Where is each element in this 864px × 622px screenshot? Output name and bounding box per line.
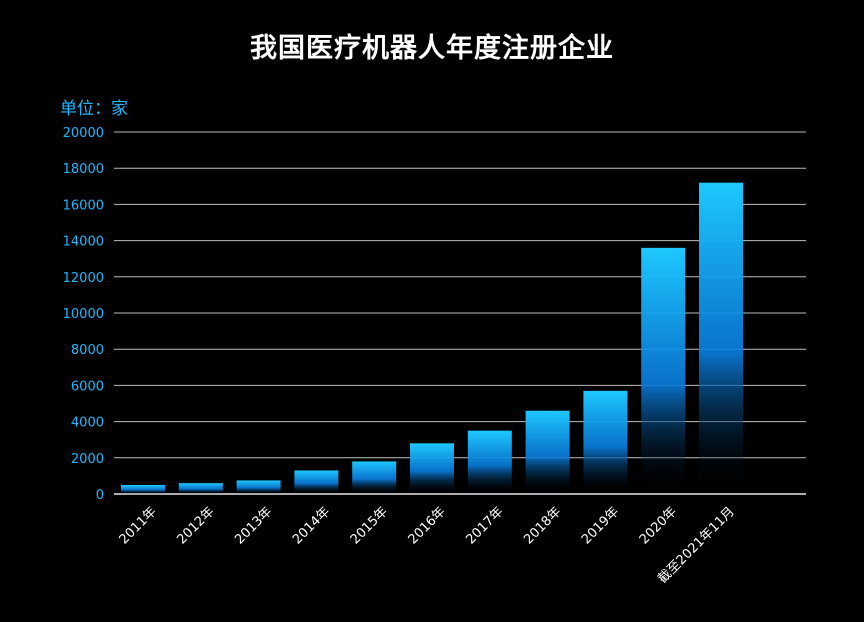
bar [294,470,339,494]
y-tick-label: 10000 [63,307,104,322]
y-tick-label: 12000 [63,271,104,286]
bar [352,461,397,494]
y-tick-label: 16000 [63,198,104,213]
y-tick-label: 0 [96,488,104,503]
x-tick-label: 2015年 [348,504,391,547]
y-tick-label: 8000 [71,343,104,358]
x-tick-label: 2014年 [290,504,333,547]
y-tick-label: 2000 [71,452,104,467]
y-tick-label: 18000 [63,162,104,177]
y-tick-label: 4000 [71,416,104,431]
bar [641,247,686,494]
bar [525,410,570,494]
gridlines [114,131,806,495]
bar [699,182,743,494]
bar [121,484,165,494]
bar [583,390,628,494]
x-tick-label: 2016年 [406,504,449,547]
y-tick-label: 20000 [63,126,104,141]
chart-title: 我国医疗机器人年度注册企业 [250,33,614,64]
x-tick-label: 2012年 [174,504,217,547]
x-tick-label: 2011年 [117,504,160,547]
bar [236,480,281,494]
bar [410,443,454,494]
y-tick-label: 6000 [71,379,104,394]
x-tick-label: 2018年 [521,504,564,547]
y-axis: 0 2000 4000 6000 8000 10000 12000 14000 16000 180… [63,126,104,503]
bars [121,182,743,494]
x-tick-label: 2020年 [637,504,680,547]
x-axis: 2011年 2012年 2013年 2014年 2015年 2016年 2017年 2018年… [117,504,738,586]
x-tick-label: 2013年 [232,504,275,547]
x-tick-label: 2017年 [463,504,506,547]
bar [467,430,512,494]
bar [178,483,223,494]
unit-label: 单位：家 [60,99,128,119]
x-tick-label: 2019年 [579,504,622,547]
y-tick-label: 14000 [63,235,104,250]
